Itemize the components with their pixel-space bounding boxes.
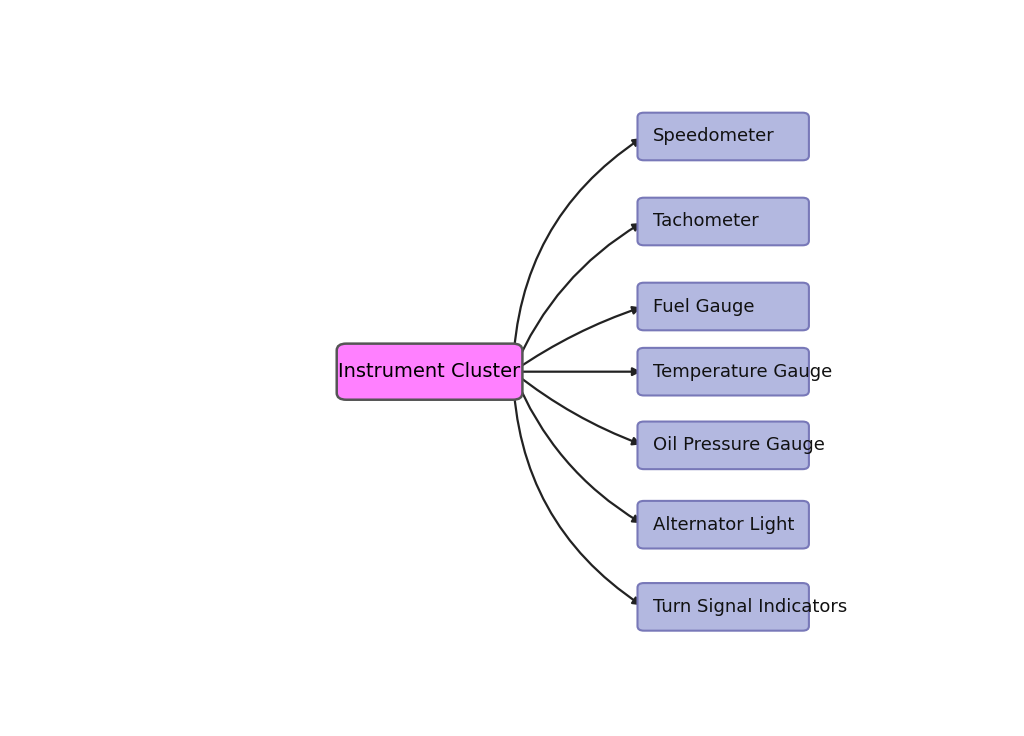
FancyBboxPatch shape	[638, 198, 809, 245]
Text: Speedometer: Speedometer	[653, 127, 775, 146]
FancyBboxPatch shape	[638, 422, 809, 469]
Text: Fuel Gauge: Fuel Gauge	[653, 297, 755, 316]
Text: Oil Pressure Gauge: Oil Pressure Gauge	[653, 436, 825, 454]
FancyBboxPatch shape	[638, 283, 809, 330]
Text: Instrument Cluster: Instrument Cluster	[339, 362, 520, 381]
Text: Tachometer: Tachometer	[653, 213, 759, 230]
FancyBboxPatch shape	[638, 113, 809, 160]
Text: Temperature Gauge: Temperature Gauge	[653, 363, 833, 381]
Text: Alternator Light: Alternator Light	[653, 516, 795, 534]
FancyBboxPatch shape	[638, 348, 809, 395]
FancyBboxPatch shape	[337, 344, 522, 400]
FancyBboxPatch shape	[638, 501, 809, 548]
FancyBboxPatch shape	[638, 583, 809, 631]
Text: Turn Signal Indicators: Turn Signal Indicators	[653, 598, 848, 616]
